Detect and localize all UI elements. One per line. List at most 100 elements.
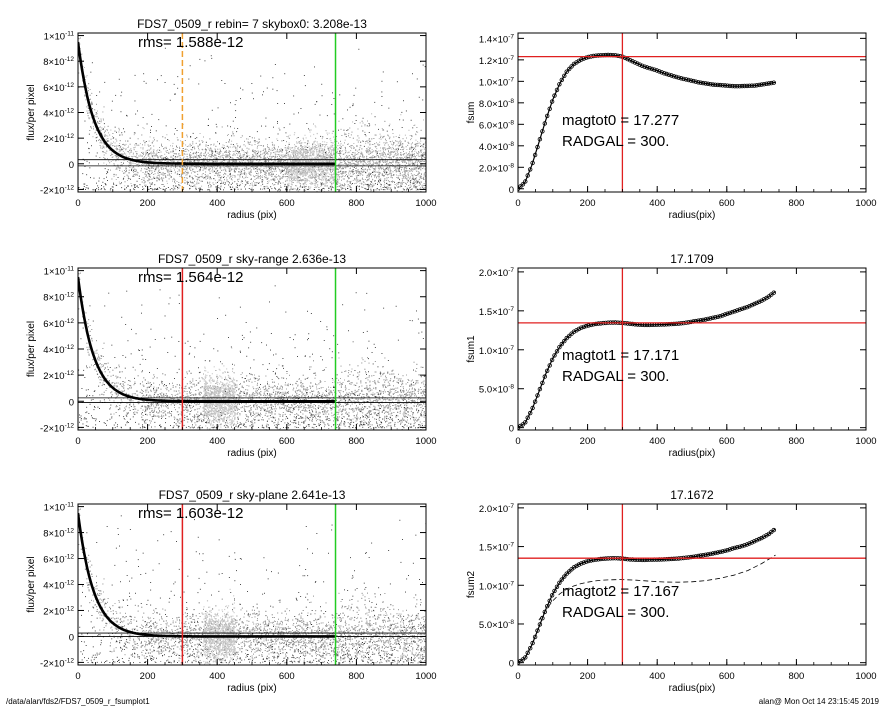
sky-point	[232, 161, 234, 163]
sky-point	[152, 167, 154, 169]
sky-point	[208, 187, 210, 188]
sky-point	[270, 158, 272, 160]
sky-point	[289, 147, 291, 149]
sky-point	[270, 152, 272, 153]
sky-point	[220, 167, 222, 169]
sky-point	[163, 173, 165, 174]
sky-point	[125, 149, 127, 150]
sky-point	[267, 182, 269, 184]
sky-point	[418, 171, 420, 173]
sky-point	[260, 185, 262, 187]
sky-point	[209, 178, 211, 180]
sky-point	[121, 148, 123, 150]
sky-point	[251, 160, 253, 162]
sky-point	[324, 183, 326, 185]
sky-point	[282, 175, 283, 177]
sky-point	[339, 197, 340, 198]
sky-point	[142, 148, 144, 150]
sky-point	[414, 174, 415, 176]
sky-point	[170, 155, 172, 157]
sky-point	[153, 164, 155, 165]
sky-point	[305, 174, 307, 176]
sky-point	[272, 196, 273, 197]
sky-point	[243, 177, 245, 179]
sky-point	[278, 161, 280, 162]
sky-point	[252, 154, 254, 155]
sky-point	[342, 175, 344, 177]
sky-point	[210, 184, 211, 185]
sky-point	[245, 158, 246, 160]
sky-point	[340, 186, 342, 188]
sky-point	[333, 180, 335, 181]
sky-point	[108, 140, 109, 142]
sky-point	[136, 144, 137, 146]
sky-point	[185, 174, 187, 176]
sky-point	[305, 154, 307, 156]
sky-point	[216, 167, 218, 169]
sky-point	[381, 157, 383, 159]
sky-point	[339, 152, 341, 153]
sky-point	[418, 151, 419, 152]
sky-point	[90, 104, 92, 106]
sky-point	[263, 161, 265, 162]
sky-point	[154, 158, 156, 160]
sky-point	[237, 152, 239, 154]
sky-point	[412, 182, 413, 184]
sky-point	[149, 179, 150, 181]
sky-point	[401, 182, 402, 184]
sky-point	[125, 166, 127, 168]
sky-point	[164, 147, 166, 149]
sky-point	[249, 144, 251, 145]
sky-point	[190, 159, 192, 161]
sky-point	[249, 185, 251, 186]
sky-point	[154, 167, 156, 169]
sky-point	[138, 144, 140, 146]
sky-point	[296, 150, 298, 152]
sky-point	[397, 175, 399, 177]
sky-point	[411, 209, 412, 210]
sky-point	[276, 176, 278, 177]
sky-point	[241, 183, 243, 184]
sky-point	[102, 118, 104, 120]
sky-point	[225, 168, 227, 170]
sky-point	[244, 145, 246, 147]
sky-point	[388, 177, 389, 178]
sky-point	[183, 168, 185, 170]
sky-point	[390, 169, 391, 171]
sky-point	[121, 170, 123, 172]
sky-point	[191, 158, 193, 160]
sky-point	[379, 196, 380, 197]
sky-point	[107, 158, 108, 159]
sky-point	[373, 170, 375, 172]
sky-point	[350, 180, 352, 182]
sky-point	[344, 146, 346, 148]
sky-point	[391, 162, 392, 164]
sky-point	[400, 155, 402, 156]
sky-point	[173, 177, 175, 179]
sky-point	[364, 156, 365, 158]
sky-point	[368, 195, 369, 196]
sky-point	[84, 94, 85, 96]
sky-point	[211, 148, 212, 150]
sky-point	[237, 154, 239, 156]
sky-point	[385, 155, 387, 157]
sky-point	[352, 166, 354, 168]
sky-point	[154, 160, 156, 161]
sky-point	[274, 151, 276, 153]
sky-point	[271, 147, 273, 149]
sky-point	[226, 177, 227, 179]
sky-point	[364, 125, 366, 127]
sky-point	[413, 154, 415, 155]
sky-point	[120, 153, 122, 155]
sky-point	[379, 196, 380, 197]
sky-point	[344, 139, 346, 141]
sky-point	[259, 145, 261, 146]
sky-point	[330, 170, 331, 172]
sky-point	[282, 182, 284, 184]
sky-point	[319, 149, 320, 151]
sky-point	[259, 168, 261, 170]
sky-point	[327, 154, 329, 155]
sky-point	[349, 161, 351, 163]
sky-point	[423, 119, 424, 121]
sky-point	[420, 140, 422, 142]
